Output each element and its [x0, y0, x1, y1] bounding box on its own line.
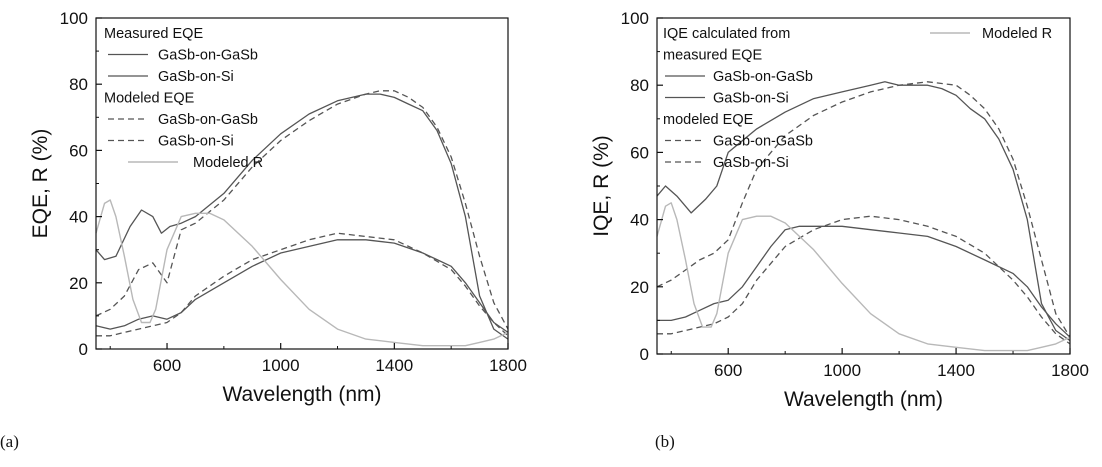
legend-label: GaSb-on-Si — [158, 69, 234, 85]
legend-group-measured: Measured EQE — [104, 26, 203, 42]
series-line-modeled-2 — [656, 81, 1071, 338]
y-tick-label: 40 — [69, 208, 88, 227]
legend-label: GaSb-on-GaSb — [713, 134, 813, 150]
y-tick-label: 80 — [69, 75, 88, 94]
x-tick-label: 1400 — [937, 361, 975, 380]
legend-label: Modeled R — [982, 26, 1052, 42]
series-line-measured-0 — [656, 81, 1071, 342]
y-tick-label: 80 — [630, 76, 649, 95]
legend-group-modeled: Modeled EQE — [104, 91, 195, 107]
legend-label: Modeled R — [193, 155, 263, 171]
y-axis-title: IQE, R (%) — [590, 135, 613, 237]
legend-label: GaSb-on-GaSb — [158, 112, 258, 128]
x-tick-label: 1000 — [823, 361, 861, 380]
x-tick-label: 1400 — [375, 356, 413, 375]
legend: IQE calculated from measured EQE GaSb-on-G… — [663, 26, 1052, 171]
y-tick-label: 0 — [79, 340, 88, 359]
y-tick-label: 20 — [630, 278, 649, 297]
panel-label: (a) — [0, 432, 19, 451]
legend-group-modeled: modeled EQE — [663, 112, 754, 128]
legend-group-measured-line2: measured EQE — [663, 48, 762, 64]
y-axis-title: EQE, R (%) — [29, 129, 52, 239]
legend-label: GaSb-on-GaSb — [713, 69, 813, 85]
x-tick-label: 1000 — [262, 356, 300, 375]
series-line-reflectance-4 — [95, 199, 509, 347]
x-axis-title: Wavelength (nm) — [222, 383, 381, 406]
panel-b: 0 20 40 60 80 100 600 1000 1400 1800 Wavelength (n… — [590, 9, 1089, 451]
series-line-measured-1 — [95, 239, 509, 333]
panel-a: 0 20 40 60 80 100 600 1000 1400 1800 Wavelength (n… — [0, 9, 527, 451]
series-line-modeled-3 — [96, 232, 509, 337]
series-line-reflectance-4 — [656, 202, 1071, 352]
legend-label: GaSb-on-GaSb — [158, 48, 258, 64]
panel-label: (b) — [655, 432, 675, 451]
y-tick-label: 20 — [69, 274, 88, 293]
y-tick-label: 60 — [69, 141, 88, 160]
series-line-modeled-3 — [657, 215, 1071, 345]
y-tick-label: 60 — [630, 143, 649, 162]
legend-label: GaSb-on-Si — [713, 91, 789, 107]
y-tick-label: 100 — [60, 9, 88, 28]
x-tick-label: 600 — [714, 361, 742, 380]
y-tick-label: 0 — [640, 345, 649, 364]
y-tick-label: 100 — [621, 9, 649, 28]
x-axis-title: Wavelength (nm) — [784, 388, 943, 411]
legend-group-measured: IQE calculated from — [663, 26, 790, 42]
series-line-measured-0 — [95, 93, 509, 340]
legend-label: GaSb-on-Si — [713, 155, 789, 171]
legend: Measured EQE GaSb-on-GaSb GaSb-on-Si Modele… — [104, 26, 263, 171]
series-line-measured-1 — [657, 225, 1071, 338]
y-tick-label: 40 — [630, 211, 649, 230]
x-tick-label: 600 — [153, 356, 181, 375]
x-tick-label: 1800 — [1051, 361, 1089, 380]
x-tick-label: 1800 — [489, 356, 527, 375]
legend-label: GaSb-on-Si — [158, 134, 234, 150]
